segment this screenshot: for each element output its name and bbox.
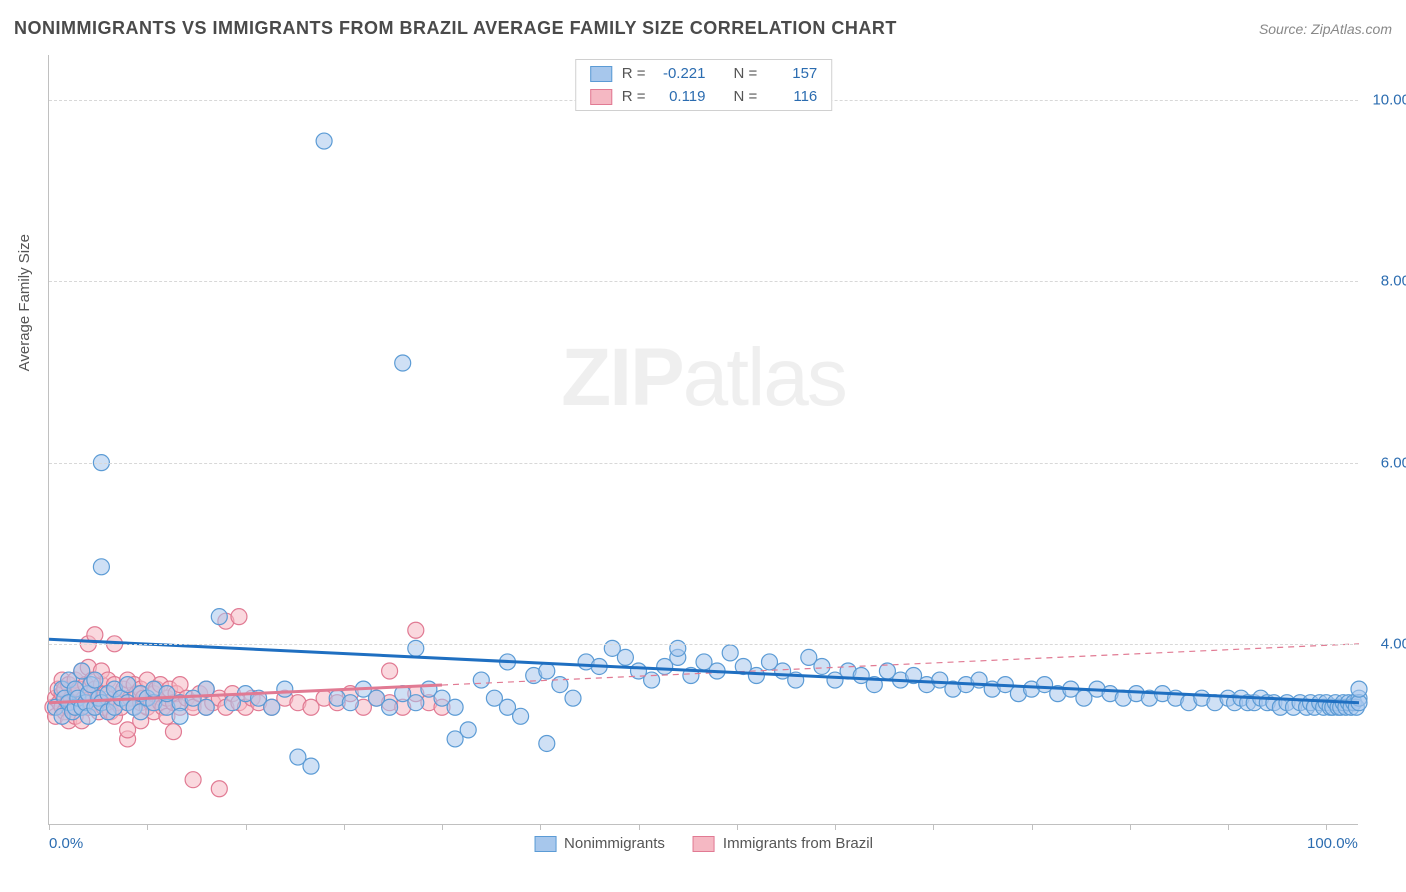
chart-header: NONIMMIGRANTS VS IMMIGRANTS FROM BRAZIL … (14, 18, 1392, 39)
swatch-pink (590, 89, 612, 105)
data-point (617, 649, 633, 665)
x-tick (442, 824, 443, 830)
x-tick-label: 0.0% (49, 835, 83, 852)
data-point (748, 668, 764, 684)
y-tick-label: 4.00 (1381, 635, 1406, 652)
data-point (172, 708, 188, 724)
data-point (408, 622, 424, 638)
data-point (473, 672, 489, 688)
grid-line (49, 463, 1358, 464)
swatch-blue (534, 836, 556, 852)
data-point (722, 645, 738, 661)
chart-title: NONIMMIGRANTS VS IMMIGRANTS FROM BRAZIL … (14, 18, 897, 39)
y-axis-title: Average Family Size (16, 234, 33, 371)
data-point (87, 672, 103, 688)
x-tick (1032, 824, 1033, 830)
data-point (814, 658, 830, 674)
data-point (231, 609, 247, 625)
x-tick (1130, 824, 1131, 830)
data-point (395, 355, 411, 371)
source-name[interactable]: ZipAtlas.com (1311, 21, 1392, 37)
r-label: R = (622, 65, 646, 82)
x-tick (1228, 824, 1229, 830)
data-point (211, 781, 227, 797)
data-point (93, 559, 109, 575)
data-point (539, 663, 555, 679)
legend-label-immigrants: Immigrants from Brazil (723, 835, 873, 852)
source-label: Source: (1259, 21, 1307, 37)
y-tick-label: 10.00 (1372, 92, 1406, 109)
y-tick-label: 8.00 (1381, 273, 1406, 290)
data-point (460, 722, 476, 738)
grid-line (49, 644, 1358, 645)
x-tick (540, 824, 541, 830)
data-point (198, 699, 214, 715)
x-tick (639, 824, 640, 830)
x-tick (835, 824, 836, 830)
series-legend: Nonimmigrants Immigrants from Brazil (534, 835, 873, 852)
data-point (447, 699, 463, 715)
chart-plot-area: ZIPatlas R = -0.221 N = 157 R = 0.119 N … (48, 55, 1358, 825)
data-point (342, 695, 358, 711)
data-point (670, 640, 686, 656)
n-value-immigrants: 116 (767, 88, 817, 105)
data-point (316, 133, 332, 149)
x-tick-label: 100.0% (1307, 835, 1358, 852)
n-label: N = (734, 65, 758, 82)
data-point (644, 672, 660, 688)
r-value-nonimmigrants: -0.221 (656, 65, 706, 82)
data-point (382, 699, 398, 715)
data-point (565, 690, 581, 706)
legend-row-nonimmigrants: R = -0.221 N = 157 (576, 62, 832, 85)
scatter-svg (49, 55, 1358, 824)
legend-item-immigrants: Immigrants from Brazil (693, 835, 873, 852)
x-tick (344, 824, 345, 830)
x-tick (933, 824, 934, 830)
n-value-nonimmigrants: 157 (767, 65, 817, 82)
swatch-pink (693, 836, 715, 852)
legend-item-nonimmigrants: Nonimmigrants (534, 835, 665, 852)
data-point (539, 735, 555, 751)
correlation-legend: R = -0.221 N = 157 R = 0.119 N = 116 (575, 59, 833, 111)
n-label: N = (734, 88, 758, 105)
legend-row-immigrants: R = 0.119 N = 116 (576, 85, 832, 108)
data-point (408, 695, 424, 711)
data-point (303, 758, 319, 774)
y-tick-label: 6.00 (1381, 454, 1406, 471)
data-point (165, 724, 181, 740)
legend-label-nonimmigrants: Nonimmigrants (564, 835, 665, 852)
x-tick (1326, 824, 1327, 830)
data-point (185, 772, 201, 788)
source-attribution: Source: ZipAtlas.com (1259, 21, 1392, 37)
r-value-immigrants: 0.119 (656, 88, 706, 105)
r-label: R = (622, 88, 646, 105)
x-tick (246, 824, 247, 830)
data-point (513, 708, 529, 724)
data-point (1351, 681, 1367, 697)
x-tick (737, 824, 738, 830)
data-point (264, 699, 280, 715)
data-point (382, 663, 398, 679)
data-point (408, 640, 424, 656)
data-point (277, 681, 293, 697)
swatch-blue (590, 66, 612, 82)
x-tick (49, 824, 50, 830)
x-tick (147, 824, 148, 830)
data-point (211, 609, 227, 625)
grid-line (49, 281, 1358, 282)
